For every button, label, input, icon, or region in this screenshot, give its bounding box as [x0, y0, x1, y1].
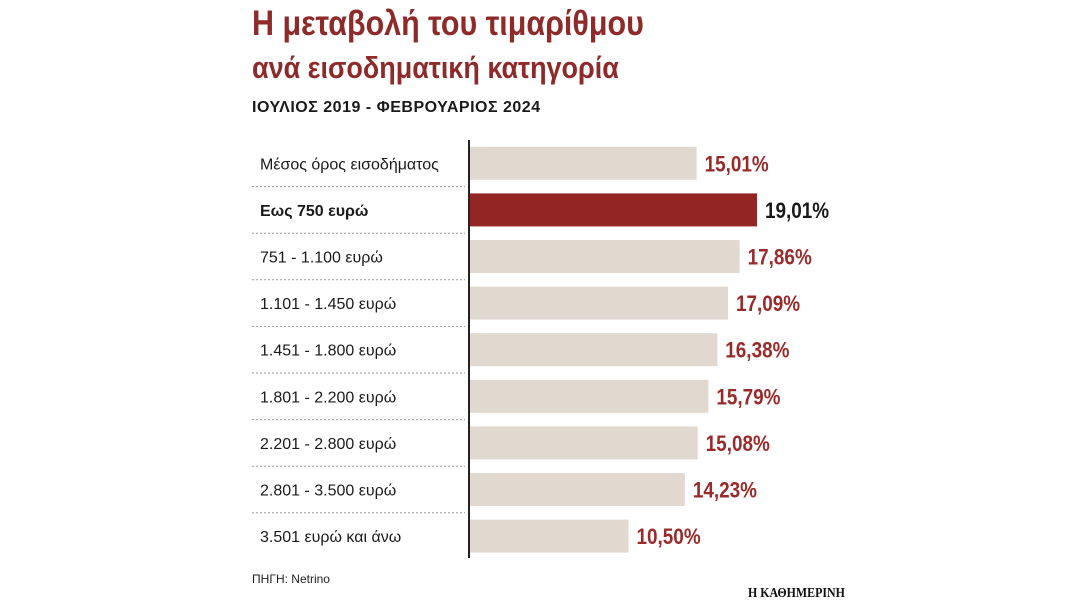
value-label: 16,38% — [725, 338, 789, 363]
bar — [470, 473, 685, 506]
value-label: 15,01% — [705, 152, 769, 177]
value-label: 15,79% — [716, 385, 780, 410]
bar — [470, 379, 709, 413]
bar — [470, 519, 629, 553]
category-label: 1.101 - 1.450 ευρώ — [260, 296, 396, 313]
category-label: 1.801 - 2.200 ευρώ — [260, 389, 396, 406]
category-label: Εως 750 ευρώ — [260, 203, 368, 220]
category-label: 751 - 1.100 ευρώ — [260, 250, 383, 267]
category-label: 3.501 ευρώ και άνω — [260, 529, 401, 546]
bar — [470, 240, 740, 273]
bar — [470, 426, 698, 460]
bar — [470, 146, 697, 180]
chart-title: Η μεταβολή του τιμαρίθμου — [252, 4, 644, 43]
category-label: 2.801 - 3.500 ευρώ — [260, 483, 396, 500]
source-note: ΠΗΓΗ: Netrino — [252, 572, 330, 586]
value-label: 15,08% — [706, 432, 770, 457]
category-label: 2.201 - 2.800 ευρώ — [260, 436, 396, 453]
bar — [470, 286, 729, 320]
value-label: 10,50% — [637, 525, 701, 550]
category-label: Μέσος όρος εισοδήματος — [260, 156, 439, 173]
bar-highlight — [470, 193, 757, 227]
category-label: 1.451 - 1.800 ευρώ — [260, 343, 396, 360]
value-label: 17,09% — [736, 292, 800, 317]
chart-subtitle: ΙΟΥΛΙΟΣ 2019 - ΦΕΒΡΟΥΑΡΙΟΣ 2024 — [252, 99, 541, 116]
value-label: 14,23% — [693, 478, 757, 503]
bar — [470, 333, 718, 367]
publisher-logo: Η ΚΑΘΗΜΕΡΙΝΗ — [748, 586, 845, 601]
chart-title-line-2: ανά εισοδηματική κατηγορία — [252, 50, 619, 85]
value-label: 19,01% — [765, 199, 829, 224]
value-label: 17,86% — [748, 245, 812, 270]
